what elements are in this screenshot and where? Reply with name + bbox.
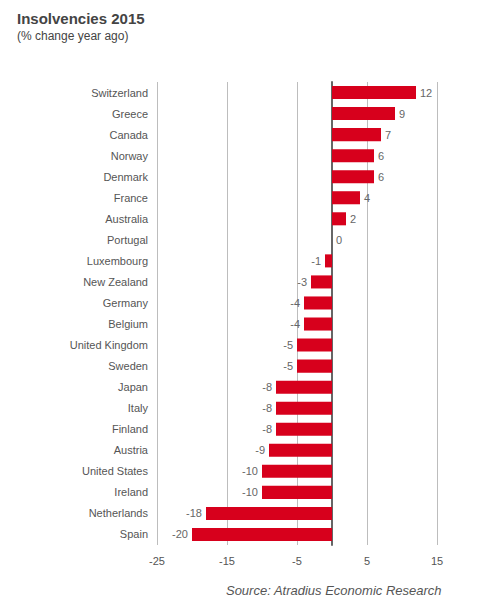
- svg-text:Japan: Japan: [118, 381, 148, 393]
- svg-text:0: 0: [336, 234, 342, 246]
- svg-text:7: 7: [385, 129, 391, 141]
- svg-text:Belgium: Belgium: [108, 318, 148, 330]
- svg-text:Source: Atradius Economic Rese: Source: Atradius Economic Research: [226, 583, 442, 598]
- svg-text:-1: -1: [311, 255, 321, 267]
- svg-text:5: 5: [364, 555, 370, 567]
- svg-text:France: France: [114, 192, 148, 204]
- svg-text:Australia: Australia: [105, 213, 149, 225]
- svg-text:-5: -5: [283, 339, 293, 351]
- svg-text:-9: -9: [255, 444, 265, 456]
- svg-text:-18: -18: [186, 507, 202, 519]
- svg-text:-4: -4: [290, 297, 300, 309]
- svg-text:Germany: Germany: [103, 297, 149, 309]
- svg-text:Insolvencies 2015: Insolvencies 2015: [17, 10, 145, 27]
- svg-text:12: 12: [420, 87, 432, 99]
- svg-text:-5: -5: [283, 360, 293, 372]
- svg-text:-10: -10: [242, 465, 258, 477]
- svg-text:-25: -25: [149, 555, 165, 567]
- svg-text:-5: -5: [292, 555, 302, 567]
- svg-text:-20: -20: [172, 528, 188, 540]
- svg-text:-10: -10: [242, 486, 258, 498]
- svg-text:(% change year ago): (% change year ago): [17, 29, 128, 43]
- svg-text:Norway: Norway: [111, 150, 149, 162]
- svg-text:Spain: Spain: [120, 528, 148, 540]
- svg-text:-8: -8: [262, 423, 272, 435]
- svg-text:Canada: Canada: [109, 129, 148, 141]
- svg-text:-8: -8: [262, 381, 272, 393]
- svg-text:United Kingdom: United Kingdom: [70, 339, 148, 351]
- svg-text:Denmark: Denmark: [103, 171, 148, 183]
- svg-text:Luxembourg: Luxembourg: [87, 255, 148, 267]
- svg-text:2: 2: [350, 213, 356, 225]
- svg-text:-3: -3: [297, 276, 307, 288]
- svg-text:New Zealand: New Zealand: [83, 276, 148, 288]
- svg-text:Finland: Finland: [112, 423, 148, 435]
- svg-text:Switzerland: Switzerland: [91, 87, 148, 99]
- svg-text:6: 6: [378, 171, 384, 183]
- svg-text:Sweden: Sweden: [108, 360, 148, 372]
- svg-text:6: 6: [378, 150, 384, 162]
- svg-text:-4: -4: [290, 318, 300, 330]
- svg-text:Netherlands: Netherlands: [89, 507, 149, 519]
- svg-text:Portugal: Portugal: [107, 234, 148, 246]
- svg-text:4: 4: [364, 192, 370, 204]
- svg-text:-15: -15: [219, 555, 235, 567]
- svg-text:-8: -8: [262, 402, 272, 414]
- svg-text:15: 15: [431, 555, 443, 567]
- svg-text:United States: United States: [82, 465, 149, 477]
- svg-text:Austria: Austria: [114, 444, 149, 456]
- svg-text:9: 9: [399, 108, 405, 120]
- svg-text:Ireland: Ireland: [114, 486, 148, 498]
- svg-text:Italy: Italy: [128, 402, 149, 414]
- svg-text:Greece: Greece: [112, 108, 148, 120]
